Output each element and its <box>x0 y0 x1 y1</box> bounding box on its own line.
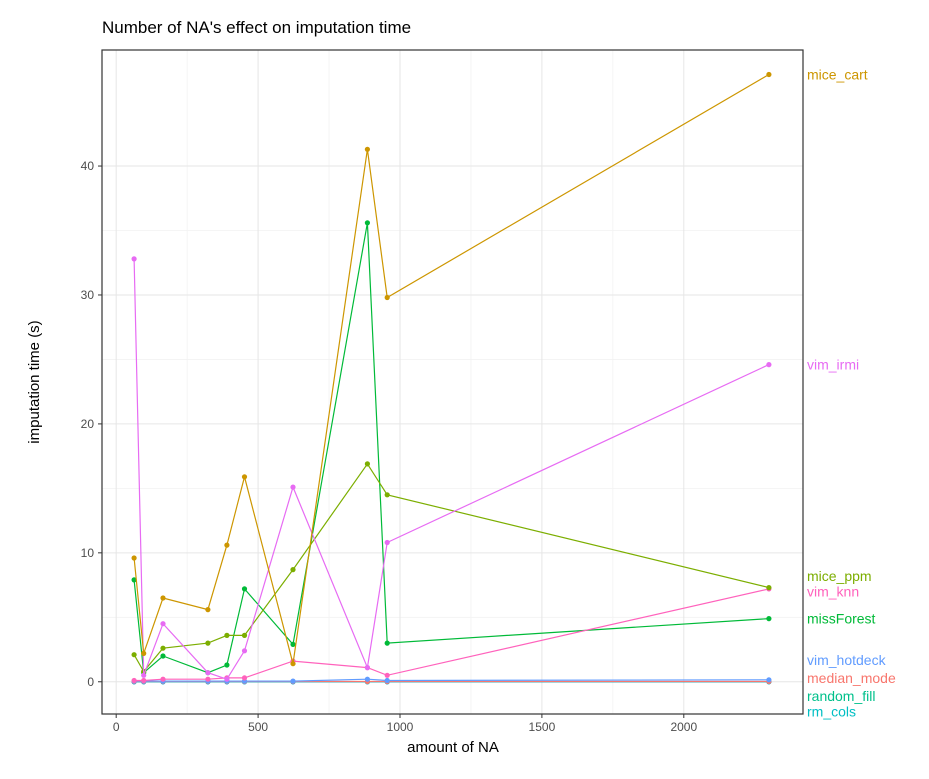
data-point-vim-hotdeck <box>290 678 296 684</box>
series-mice-ppm <box>131 461 772 675</box>
data-point-mice-ppm <box>205 640 211 646</box>
series-label-rm-cols: rm_cols <box>807 703 856 719</box>
data-point-mice-cart <box>224 542 230 548</box>
data-point-mice-cart <box>241 474 248 480</box>
data-point-missforest <box>131 577 137 583</box>
series-line-mice-ppm <box>133 462 770 673</box>
data-point-vim-hotdeck <box>364 676 370 682</box>
chart-title: Number of NA's effect on imputation time <box>102 18 411 37</box>
series-label-mice-ppm: mice_ppm <box>807 568 872 584</box>
data-point-vim-knn <box>131 677 137 684</box>
data-point-missforest <box>766 616 772 622</box>
plot-panel-border <box>101 49 804 715</box>
data-point-mice-cart <box>384 294 390 301</box>
data-point-mice-cart <box>290 661 296 667</box>
data-point-missforest <box>241 586 248 592</box>
data-point-mice-ppm <box>384 492 390 498</box>
data-point-missforest <box>224 662 230 668</box>
series-label-vim-knn: vim_knn <box>807 584 859 600</box>
data-point-vim-knn <box>384 672 390 678</box>
data-point-mice-cart <box>766 71 772 78</box>
data-point-vim-knn <box>205 676 211 682</box>
data-point-vim-irmi <box>364 665 370 671</box>
data-point-vim-irmi <box>224 676 230 682</box>
data-point-missforest <box>364 220 370 226</box>
series-missforest <box>131 220 772 676</box>
data-point-mice-ppm <box>766 585 772 591</box>
series-line-vim-irmi <box>133 258 770 680</box>
data-point-vim-hotdeck <box>766 677 772 683</box>
series-line-vim-knn <box>134 588 770 682</box>
y-axis-title: imputation time (s) <box>26 320 43 443</box>
data-point-vim-irmi <box>384 539 390 546</box>
series-line-missforest <box>133 222 769 674</box>
grid <box>102 50 803 714</box>
data-point-mice-cart <box>205 607 211 613</box>
data-point-vim-irmi <box>241 648 248 654</box>
series-label-vim-irmi: vim_irmi <box>807 357 859 373</box>
data-point-missforest <box>290 641 296 648</box>
data-point-missforest <box>384 640 390 646</box>
x-tick-label: 2000 <box>670 720 697 734</box>
data-point-mice-ppm <box>160 645 166 651</box>
data-point-mice-ppm <box>290 567 296 573</box>
data-point-vim-irmi <box>205 670 211 676</box>
data-point-vim-irmi <box>766 362 772 368</box>
data-point-missforest <box>160 653 166 659</box>
data-point-vim-irmi <box>131 256 137 262</box>
series-line-mice-cart <box>133 73 770 664</box>
y-tick-label: 30 <box>81 288 95 302</box>
y-tick-label: 0 <box>87 675 94 689</box>
data-point-mice-cart <box>364 146 370 152</box>
data-point-vim-hotdeck <box>384 677 390 684</box>
series-label-vim-hotdeck: vim_hotdeck <box>807 652 887 668</box>
data-point-vim-irmi <box>141 672 147 678</box>
y-tick-label: 40 <box>81 159 95 173</box>
x-tick-label: 0 <box>113 720 120 734</box>
series-vim-irmi <box>131 256 772 682</box>
series-label-mice-cart: mice_cart <box>807 66 868 82</box>
data-point-vim-knn <box>160 676 166 682</box>
data-point-vim-knn <box>141 677 147 684</box>
series-line-vim-hotdeck <box>134 678 769 682</box>
data-point-mice-cart <box>160 595 166 601</box>
data-point-mice-ppm <box>224 632 230 639</box>
axes: 0 500 1000 1500 2000 0 10 20 30 40 <box>81 159 698 734</box>
data-point-mice-cart <box>131 555 137 561</box>
data-point-mice-ppm <box>364 461 370 467</box>
x-tick-label: 1500 <box>529 720 556 734</box>
data-point-mice-ppm <box>131 652 137 658</box>
x-tick-label: 500 <box>248 720 268 734</box>
series-layer <box>131 71 772 685</box>
data-point-mice-ppm <box>241 632 248 639</box>
series-label-random-fill: random_fill <box>807 688 875 704</box>
series-label-median-mode: median_mode <box>807 670 896 686</box>
data-point-vim-knn <box>241 675 248 681</box>
y-tick-label: 10 <box>81 546 95 560</box>
data-point-vim-irmi <box>290 484 296 490</box>
x-axis-title: amount of NA <box>407 739 499 756</box>
y-tick-label: 20 <box>81 417 95 431</box>
series-label-missforest: missForest <box>807 611 876 627</box>
x-tick-label: 1000 <box>387 720 414 734</box>
data-point-mice-cart <box>141 650 147 657</box>
data-point-vim-irmi <box>160 621 166 627</box>
series-mice-cart <box>131 71 772 667</box>
